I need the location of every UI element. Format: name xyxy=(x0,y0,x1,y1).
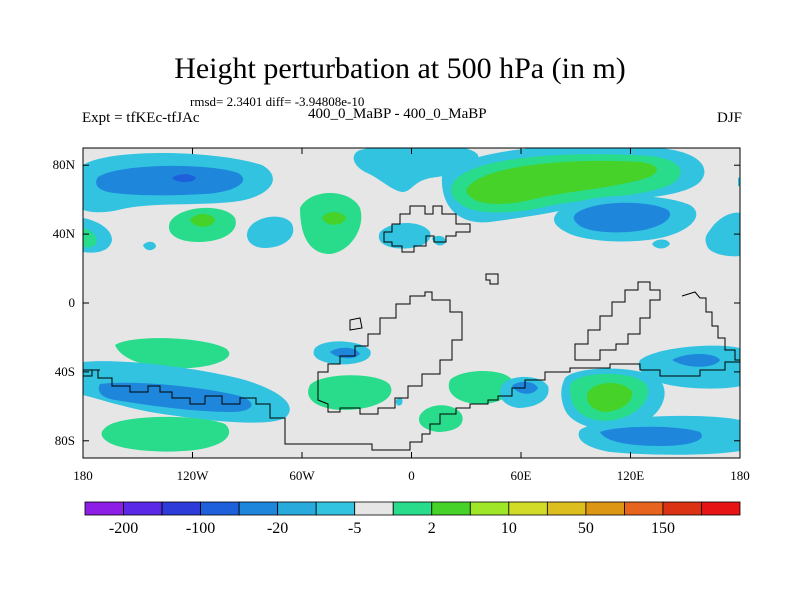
colorbar-swatch xyxy=(508,501,548,516)
colorbar-swatch xyxy=(662,501,702,516)
coastline-east xyxy=(574,281,661,361)
contour-region xyxy=(83,228,97,248)
contour-region xyxy=(395,397,403,406)
colorbar-swatch xyxy=(161,501,201,516)
contour-region xyxy=(190,214,215,227)
contour-region xyxy=(353,148,479,192)
contour-region xyxy=(600,426,702,446)
contour-region xyxy=(705,212,740,257)
colorbar-swatch xyxy=(701,501,741,516)
coastline-south-tip xyxy=(83,369,100,377)
stats-label: rmsd= 2.3401 diff= -3.94808e-10 xyxy=(190,94,365,109)
contour-region xyxy=(432,235,446,246)
colorbar-swatch xyxy=(469,501,510,516)
coastline-peninsula-west xyxy=(317,291,463,415)
colorbar-swatch xyxy=(546,501,587,516)
colorbar-swatch xyxy=(392,501,433,516)
lon-tick-label: 180 xyxy=(73,468,93,483)
colorbar-swatch xyxy=(624,501,664,516)
contour-region xyxy=(672,354,720,367)
contour-region xyxy=(101,416,230,452)
contour-region xyxy=(448,371,514,404)
colorbar-swatch xyxy=(431,501,471,516)
contour-region xyxy=(172,174,196,183)
contour-region xyxy=(96,165,244,196)
lat-tick-label: 40N xyxy=(53,226,76,241)
experiment-label: Expt = tfKEc-tfJAc xyxy=(82,110,200,126)
colorbar-label: -20 xyxy=(267,520,288,537)
axis-ticks: 180 120W 60W 0 60E 120E 180 80N 40N 0 40S 80S xyxy=(53,148,750,483)
contour-region xyxy=(322,212,346,225)
colorbar-label: -200 xyxy=(109,520,138,537)
coastline-far-east xyxy=(681,291,740,384)
colorbar-swatch xyxy=(238,501,279,516)
lat-tick-label: 40S xyxy=(55,364,75,379)
season-label: DJF xyxy=(716,110,742,126)
contour-region xyxy=(246,216,294,248)
lon-tick-label: 120W xyxy=(177,468,210,483)
contour-region xyxy=(652,239,670,249)
lon-tick-label: 180 xyxy=(730,468,750,483)
colorbar-swatch xyxy=(277,501,317,516)
lon-tick-label: 0 xyxy=(408,468,415,483)
coastline-small xyxy=(349,317,363,331)
lat-tick-label: 0 xyxy=(69,295,76,310)
contour-region xyxy=(586,383,633,412)
contour-region xyxy=(466,160,657,204)
contour-region xyxy=(308,375,392,410)
colorbar-swatch xyxy=(585,501,625,516)
lon-tick-label: 60E xyxy=(511,468,532,483)
colorbar-swatch xyxy=(84,501,124,516)
lon-tick-label: 120E xyxy=(617,468,645,483)
contour-region xyxy=(143,241,156,251)
colorbar-label: 10 xyxy=(501,520,517,537)
contour-region xyxy=(98,382,252,412)
coastline-south-continent xyxy=(83,361,740,451)
colorbar-label: 2 xyxy=(428,520,436,537)
colorbar: -200 -100 -20 -5 2 10 50 150 xyxy=(84,501,741,537)
colorbar-swatch xyxy=(315,501,356,516)
colorbar-swatch xyxy=(200,501,240,516)
colorbar-swatch xyxy=(354,501,394,516)
colorbar-label: -5 xyxy=(348,520,361,537)
lat-tick-label: 80N xyxy=(53,157,76,172)
coastline-north xyxy=(383,205,471,253)
contour-region xyxy=(115,338,230,369)
colorbar-label: 50 xyxy=(578,520,594,537)
difference-label: 400_0_MaBP - 400_0_MaBP xyxy=(308,106,487,122)
colorbar-label: 150 xyxy=(651,520,675,537)
chart-title: Height perturbation at 500 hPa (in m) xyxy=(174,52,626,85)
colorbar-swatch xyxy=(123,501,163,516)
lon-tick-label: 60W xyxy=(289,468,315,483)
contour-field xyxy=(83,148,740,455)
contour-region xyxy=(573,202,671,233)
coastline-island xyxy=(485,273,499,285)
colorbar-label: -100 xyxy=(186,520,215,537)
coastline xyxy=(83,205,740,451)
lat-tick-label: 80S xyxy=(55,433,75,448)
